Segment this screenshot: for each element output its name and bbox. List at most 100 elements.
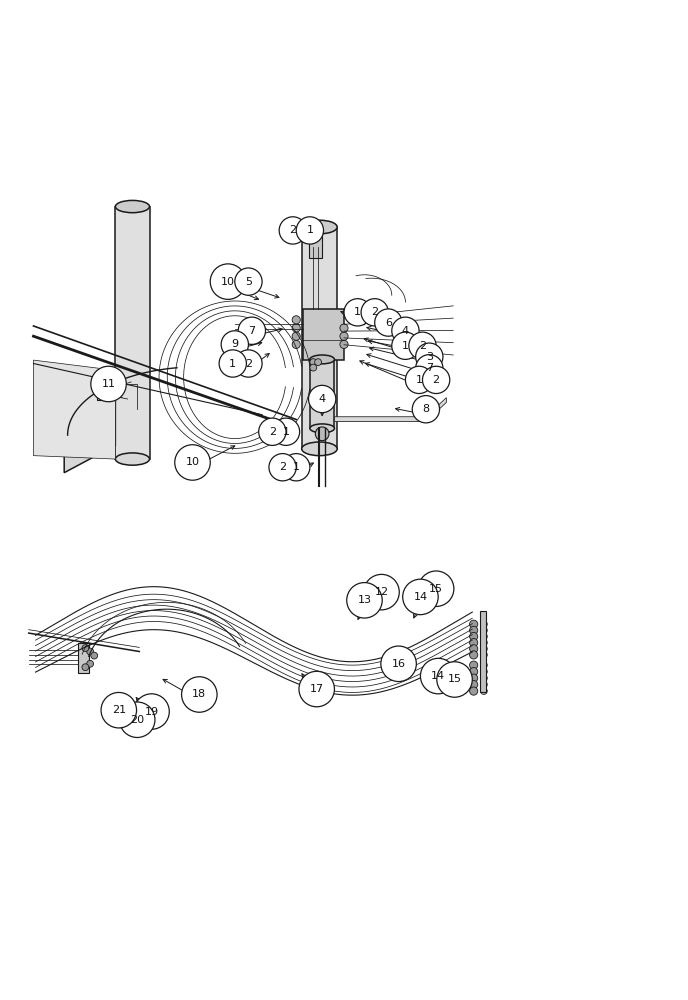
- Circle shape: [259, 418, 286, 445]
- Text: 1: 1: [229, 359, 236, 369]
- Circle shape: [292, 332, 301, 340]
- Text: 2: 2: [371, 307, 378, 317]
- FancyBboxPatch shape: [97, 384, 111, 400]
- Text: 4: 4: [319, 394, 325, 404]
- Circle shape: [416, 343, 443, 370]
- Circle shape: [340, 324, 348, 332]
- Circle shape: [480, 675, 487, 682]
- Circle shape: [87, 648, 94, 655]
- Ellipse shape: [310, 424, 334, 433]
- Text: 15: 15: [448, 674, 462, 684]
- FancyBboxPatch shape: [480, 611, 486, 692]
- Text: 14: 14: [431, 671, 445, 681]
- Text: 11: 11: [102, 379, 116, 389]
- FancyBboxPatch shape: [116, 207, 149, 459]
- Circle shape: [480, 681, 487, 688]
- Circle shape: [480, 652, 487, 658]
- Circle shape: [82, 645, 89, 652]
- Text: 1: 1: [354, 307, 361, 317]
- Circle shape: [364, 574, 399, 610]
- Circle shape: [211, 264, 246, 299]
- Ellipse shape: [116, 200, 149, 213]
- Circle shape: [375, 309, 402, 336]
- Circle shape: [82, 664, 89, 671]
- Circle shape: [120, 702, 155, 737]
- Circle shape: [310, 359, 316, 366]
- Circle shape: [340, 332, 348, 340]
- Circle shape: [480, 627, 487, 634]
- Text: 3: 3: [426, 352, 433, 362]
- Text: 1: 1: [292, 462, 300, 472]
- Circle shape: [480, 668, 487, 675]
- Circle shape: [272, 418, 300, 445]
- Circle shape: [175, 445, 211, 480]
- Circle shape: [480, 621, 487, 628]
- Text: 1: 1: [416, 375, 422, 385]
- Circle shape: [470, 639, 477, 647]
- Circle shape: [235, 350, 262, 377]
- Text: 2: 2: [433, 375, 440, 385]
- Ellipse shape: [302, 442, 337, 456]
- Circle shape: [101, 692, 136, 728]
- Circle shape: [422, 366, 450, 394]
- Circle shape: [480, 688, 487, 694]
- Text: 9: 9: [231, 339, 238, 349]
- FancyBboxPatch shape: [78, 643, 89, 673]
- Text: 16: 16: [391, 659, 406, 669]
- Circle shape: [391, 317, 419, 344]
- Text: 14: 14: [413, 592, 427, 602]
- Text: 5: 5: [245, 277, 252, 287]
- Circle shape: [480, 639, 487, 646]
- Circle shape: [315, 427, 329, 441]
- Circle shape: [238, 317, 266, 344]
- Circle shape: [269, 454, 297, 481]
- Text: 1: 1: [306, 225, 313, 235]
- Circle shape: [297, 217, 323, 244]
- Circle shape: [470, 674, 477, 682]
- Polygon shape: [34, 360, 116, 459]
- Circle shape: [416, 355, 443, 382]
- Circle shape: [361, 299, 388, 326]
- Text: 21: 21: [111, 705, 126, 715]
- Circle shape: [470, 651, 477, 659]
- FancyBboxPatch shape: [310, 359, 334, 428]
- Circle shape: [405, 366, 433, 394]
- Ellipse shape: [310, 355, 334, 364]
- Circle shape: [340, 340, 348, 348]
- Circle shape: [221, 331, 248, 358]
- Text: 2: 2: [279, 462, 286, 472]
- Circle shape: [292, 324, 301, 332]
- Circle shape: [91, 652, 98, 659]
- Circle shape: [87, 660, 94, 667]
- Text: 6: 6: [385, 318, 392, 328]
- FancyBboxPatch shape: [308, 236, 322, 258]
- Text: 2: 2: [419, 341, 426, 351]
- Circle shape: [235, 268, 262, 295]
- Circle shape: [412, 396, 440, 423]
- Circle shape: [308, 385, 336, 413]
- Circle shape: [480, 633, 487, 640]
- Circle shape: [299, 671, 334, 707]
- Circle shape: [391, 332, 419, 359]
- Text: 18: 18: [192, 689, 206, 699]
- Circle shape: [470, 668, 477, 676]
- Circle shape: [470, 645, 477, 653]
- Circle shape: [470, 632, 477, 641]
- Ellipse shape: [302, 220, 337, 234]
- Circle shape: [292, 316, 301, 324]
- Text: 15: 15: [429, 584, 443, 594]
- Text: 1: 1: [283, 427, 290, 437]
- Text: 8: 8: [422, 404, 429, 414]
- Text: 4: 4: [402, 326, 409, 336]
- Circle shape: [437, 662, 472, 697]
- Circle shape: [418, 571, 454, 606]
- Text: 17: 17: [310, 684, 324, 694]
- Text: 19: 19: [144, 707, 159, 717]
- Text: 2: 2: [269, 427, 276, 437]
- Circle shape: [470, 687, 477, 695]
- Circle shape: [480, 645, 487, 652]
- Circle shape: [97, 385, 111, 399]
- Text: 10: 10: [221, 277, 235, 287]
- Circle shape: [344, 299, 372, 326]
- Text: 12: 12: [374, 587, 389, 597]
